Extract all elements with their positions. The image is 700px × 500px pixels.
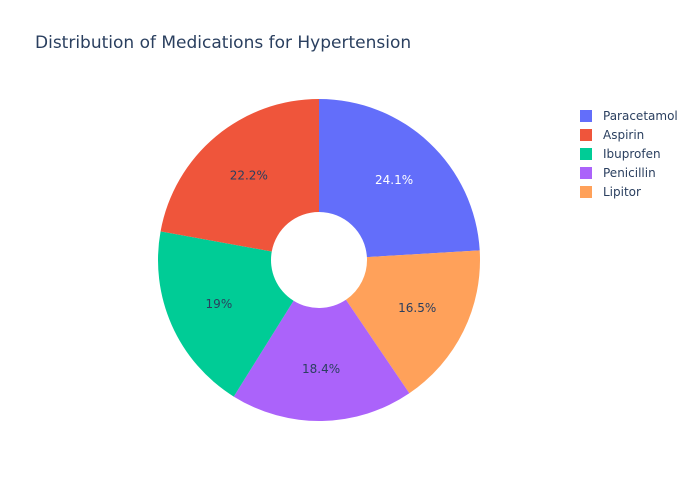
legend-item-paracetamol[interactable]: Paracetamol	[580, 106, 678, 125]
legend-swatch	[580, 185, 592, 198]
legend-label: Aspirin	[603, 127, 645, 142]
legend-label: Paracetamol	[603, 108, 678, 123]
slice-label-aspirin: 22.2%	[230, 168, 268, 182]
legend-swatch	[580, 166, 592, 179]
legend-item-lipitor[interactable]: Lipitor	[580, 182, 678, 201]
slice-aspirin[interactable]	[160, 99, 319, 252]
chart-title: Distribution of Medications for Hyperten…	[35, 33, 412, 53]
labels-layer: 24.1% 16.5% 18.4% 19% 22.2%	[206, 168, 437, 376]
legend-item-aspirin[interactable]: Aspirin	[580, 125, 678, 144]
slice-paracetamol[interactable]	[319, 99, 480, 258]
slice-penicillin[interactable]	[233, 299, 410, 422]
slice-lipitor[interactable]	[345, 250, 480, 394]
legend-label: Lipitor	[603, 184, 641, 199]
legend-label: Penicillin	[603, 165, 656, 180]
slice-ibuprofen[interactable]	[157, 231, 294, 397]
slice-label-paracetamol: 24.1%	[375, 173, 413, 187]
legend-swatch	[580, 147, 592, 160]
slices-layer	[157, 99, 480, 422]
legend: Paracetamol Aspirin Ibuprofen Penicillin Lip…	[580, 106, 678, 201]
legend-label: Ibuprofen	[603, 146, 661, 161]
legend-item-ibuprofen[interactable]: Ibuprofen	[580, 144, 678, 163]
legend-swatch	[580, 109, 592, 122]
slice-label-lipitor: 16.5%	[398, 301, 436, 315]
legend-item-penicillin[interactable]: Penicillin	[580, 163, 678, 182]
slice-label-ibuprofen: 19%	[206, 297, 233, 311]
legend-swatch	[580, 128, 592, 141]
slice-label-penicillin: 18.4%	[302, 362, 340, 376]
